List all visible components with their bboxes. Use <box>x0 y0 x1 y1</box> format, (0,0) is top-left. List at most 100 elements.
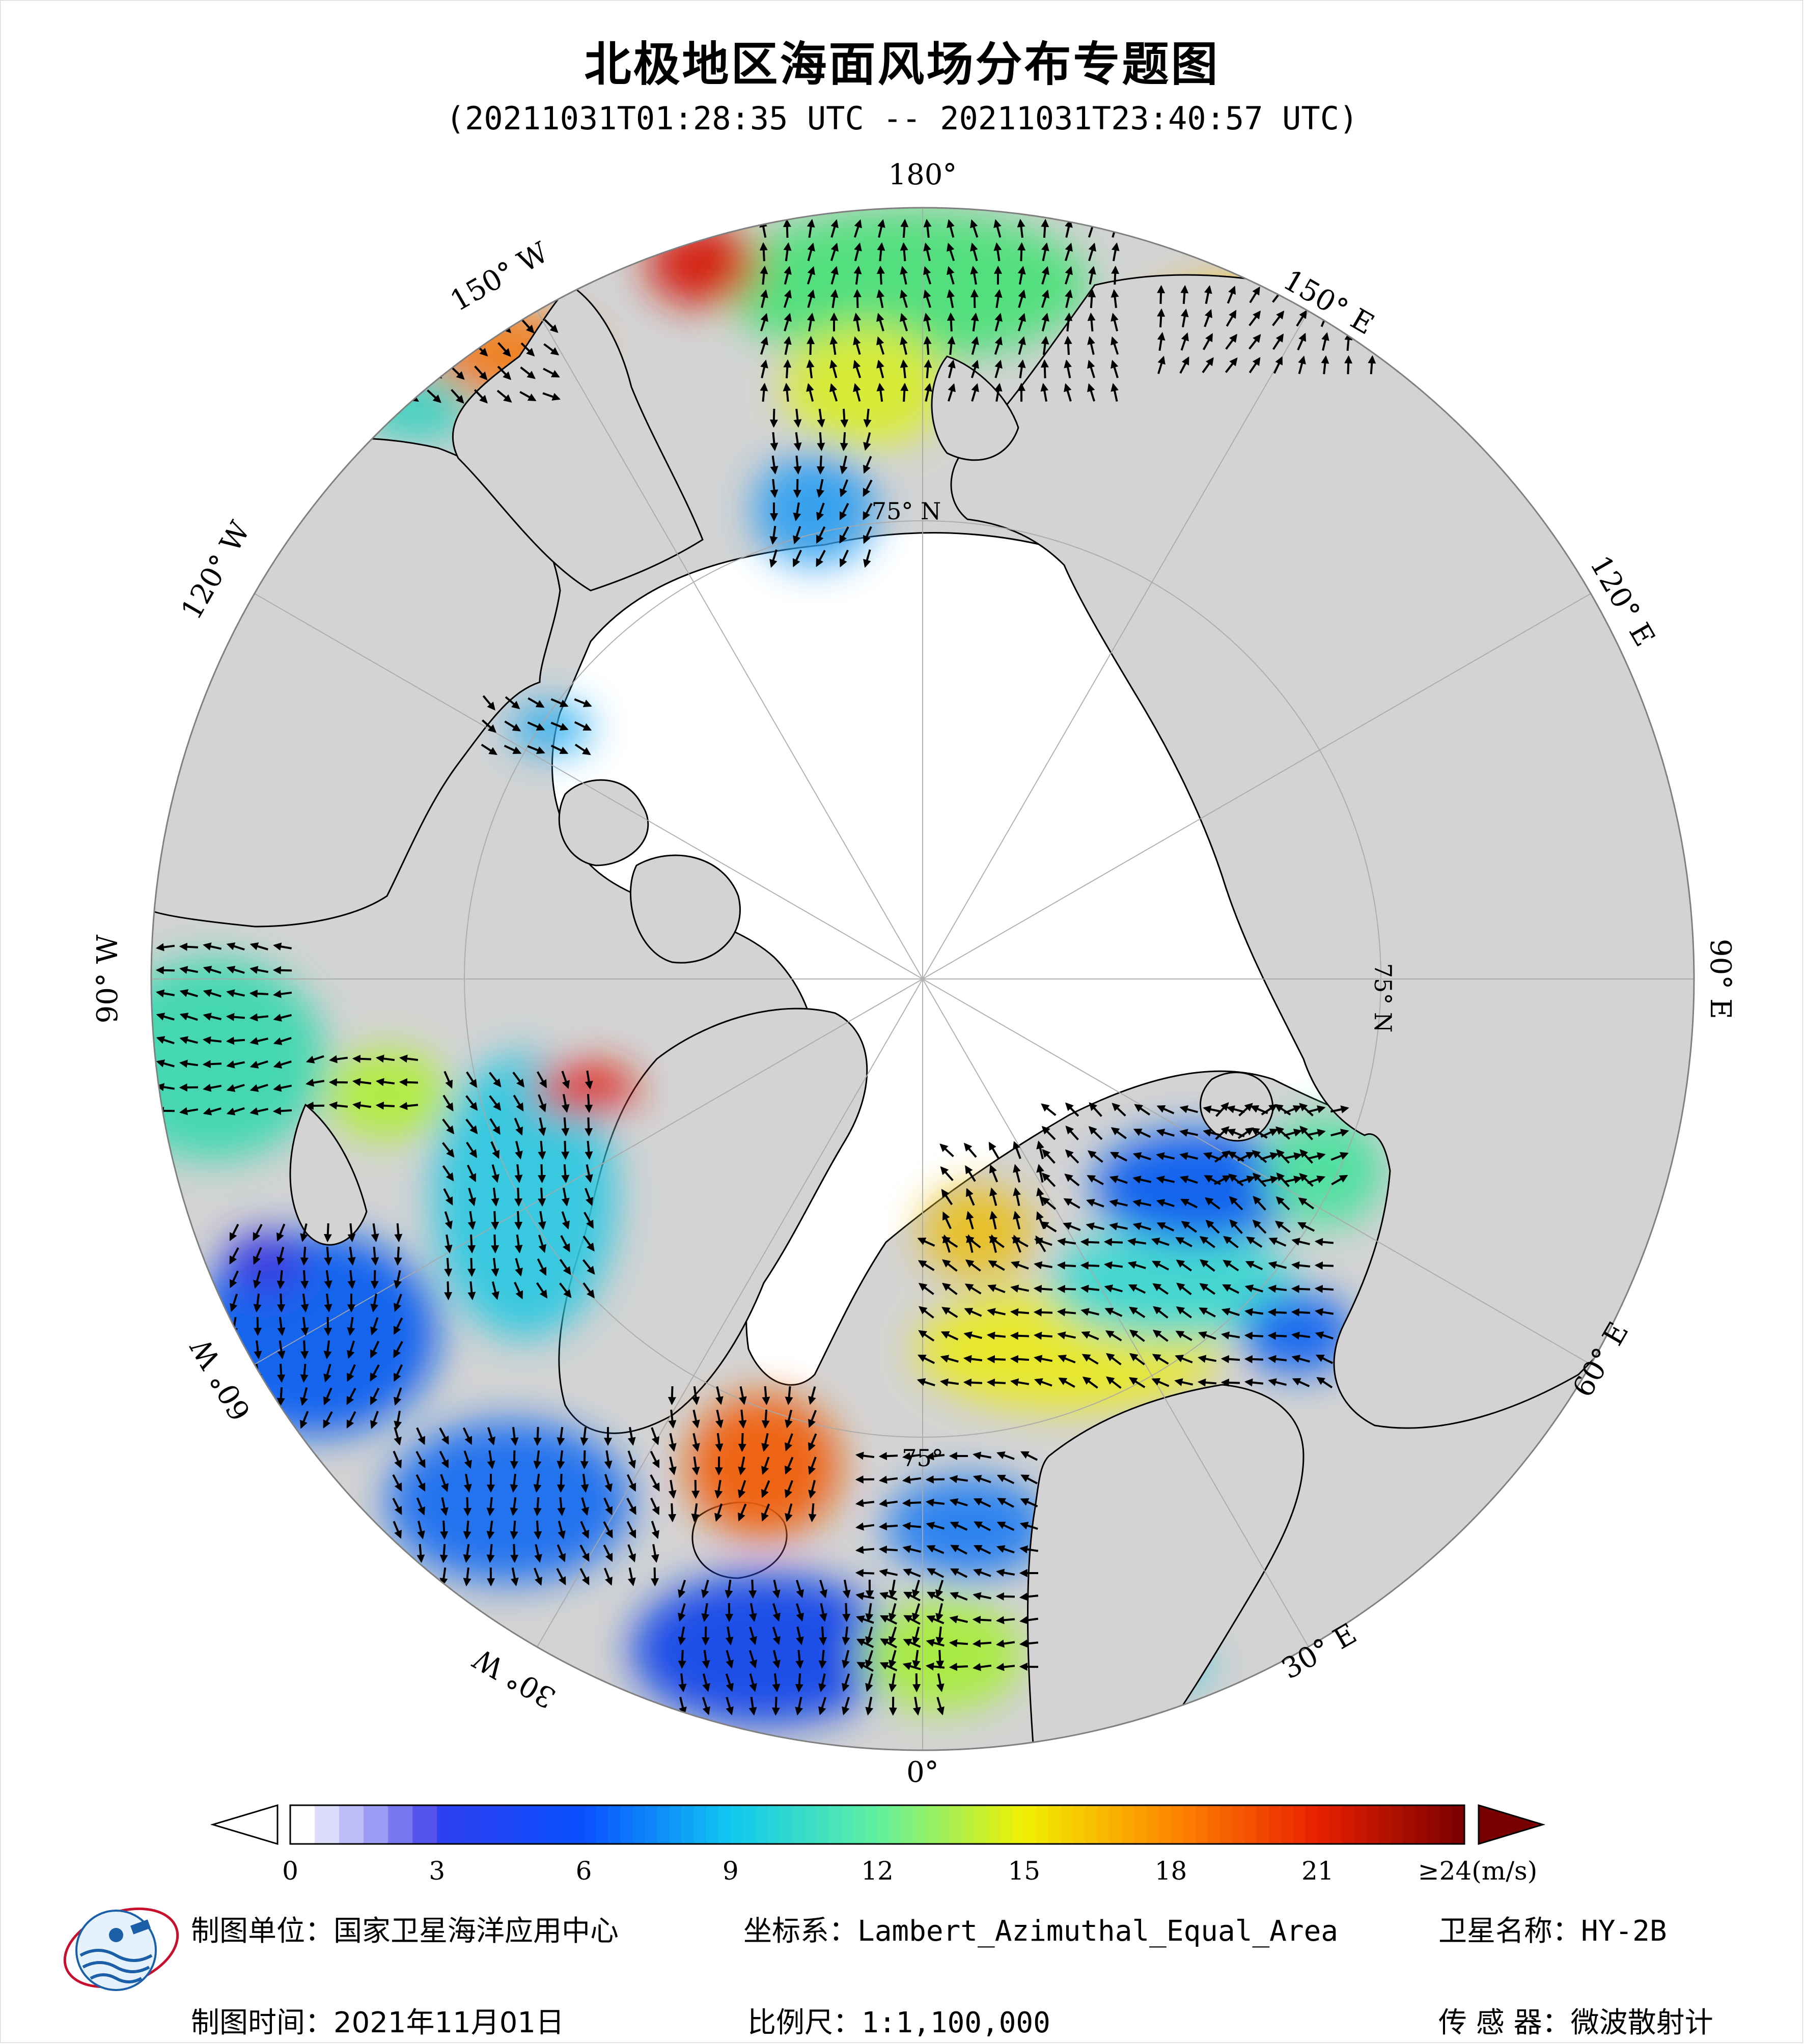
colorbar-segment <box>1122 1805 1135 1844</box>
wind-arrow <box>1157 332 1165 351</box>
wind-arrow <box>1314 1238 1334 1246</box>
wind-arrow <box>1330 1152 1349 1161</box>
wind-arrow <box>839 502 849 521</box>
colorbar-segment <box>1073 1805 1086 1844</box>
wind-arrow <box>276 1387 285 1407</box>
footer-scale: 比例尺：1:1,100,000 <box>747 2000 1050 2041</box>
wind-arrow <box>785 1503 793 1522</box>
wind-arrow <box>902 1499 922 1507</box>
wind-arrow <box>1291 1308 1311 1317</box>
wind-arrow <box>626 1521 636 1539</box>
wind-arrow <box>440 1497 449 1516</box>
wind-arrow <box>876 265 885 285</box>
wind-arrow <box>1291 1331 1311 1340</box>
wind-arrow <box>1299 1103 1314 1116</box>
wind-arrow <box>179 989 198 997</box>
wind-arrow <box>1010 1261 1029 1270</box>
wind-arrow <box>1260 1152 1279 1160</box>
colorbar-segment <box>1109 1805 1123 1844</box>
wind-arrow <box>1105 1353 1122 1365</box>
wind-arrow <box>557 1544 566 1562</box>
wind-arrow <box>816 526 826 544</box>
producer-value: 国家卫星海洋应用中心 <box>334 1915 619 1948</box>
wind-arrow <box>863 526 872 544</box>
wind-arrow <box>1017 359 1026 379</box>
colorbar-segment <box>779 1805 792 1844</box>
wind-arrow <box>582 1236 595 1252</box>
wind-arrow <box>830 289 839 309</box>
wind-arrow <box>1157 308 1165 328</box>
colorbar-segment <box>877 1805 891 1844</box>
colorbar-segment <box>693 1805 707 1844</box>
wind-arrow <box>203 989 221 998</box>
wind-arrow <box>1267 1308 1287 1317</box>
wind-arrow <box>808 1433 817 1451</box>
colorbar-segment <box>437 1805 450 1844</box>
wind-arrow <box>903 1638 921 1648</box>
wind-arrow <box>534 1567 542 1586</box>
wind-arrow <box>497 342 511 357</box>
wind-arrow <box>276 1223 286 1242</box>
wind-arrow <box>795 1649 804 1669</box>
wind-arrow <box>1036 1164 1044 1183</box>
wind-arrow <box>253 1247 262 1265</box>
wind-arrow <box>1244 1378 1264 1387</box>
wind-arrow <box>520 342 535 357</box>
wind-arrow <box>399 1102 419 1110</box>
wind-arrow <box>927 1568 945 1578</box>
wind-arrow <box>1237 1152 1255 1162</box>
wind-arrow <box>900 289 908 308</box>
colorbar-segment <box>938 1805 952 1844</box>
wind-arrow <box>1086 1222 1104 1230</box>
wind-arrow <box>863 549 871 568</box>
wind-arrow <box>1204 309 1212 327</box>
wind-arrow <box>1086 1199 1104 1208</box>
wind-arrow <box>415 1451 426 1468</box>
wind-arrow <box>1132 1152 1151 1161</box>
wind-arrow <box>1268 1261 1287 1269</box>
satellite-value: HY-2B <box>1581 1915 1667 1948</box>
wind-arrow <box>793 479 801 498</box>
wind-arrow <box>300 1246 309 1266</box>
wind-arrow <box>1296 310 1307 327</box>
wind-arrow <box>989 1164 998 1183</box>
wind-arrow <box>912 1627 920 1645</box>
scale-label: 比例尺： <box>747 2006 862 2039</box>
wind-arrow <box>156 1059 175 1068</box>
wind-arrow <box>574 743 591 755</box>
wind-arrow <box>520 366 536 379</box>
lon-label-180: 180° <box>889 158 957 191</box>
wind-arrow <box>936 1649 945 1669</box>
colorbar-segment <box>596 1805 609 1844</box>
colorbar-segment <box>1342 1805 1355 1844</box>
wind-arrow <box>179 1083 199 1092</box>
wind-arrow <box>1040 359 1049 379</box>
wind-arrow <box>399 1054 419 1063</box>
wind-arrow <box>544 319 559 333</box>
wind-arrow <box>1199 1307 1216 1318</box>
wind-arrow <box>1064 359 1072 379</box>
wind-arrow <box>762 1386 770 1406</box>
wind-arrow <box>347 1317 355 1336</box>
wind-arrow <box>272 966 292 974</box>
wind-arrow <box>370 1411 379 1430</box>
wind-arrow <box>1202 333 1213 350</box>
wind-arrow <box>489 1095 502 1111</box>
colorbar-segment <box>302 1805 316 1844</box>
wind-arrow <box>323 1340 332 1360</box>
wind-arrow <box>770 455 779 474</box>
wind-arrow <box>394 1294 402 1312</box>
wind-arrow <box>1017 266 1026 285</box>
wind-arrow <box>467 1234 476 1254</box>
wind-arrow <box>559 1282 572 1298</box>
wind-arrow <box>760 313 768 331</box>
wind-arrow <box>925 1475 945 1484</box>
wind-arrow <box>970 242 978 261</box>
wind-arrow <box>902 1662 921 1670</box>
colorbar-segment <box>755 1805 768 1844</box>
wind-arrow <box>1276 1149 1290 1164</box>
wind-arrow <box>466 1164 477 1183</box>
wind-arrow <box>254 1340 262 1360</box>
colorbar-segment <box>669 1805 682 1844</box>
wind-arrow <box>1013 1164 1021 1183</box>
